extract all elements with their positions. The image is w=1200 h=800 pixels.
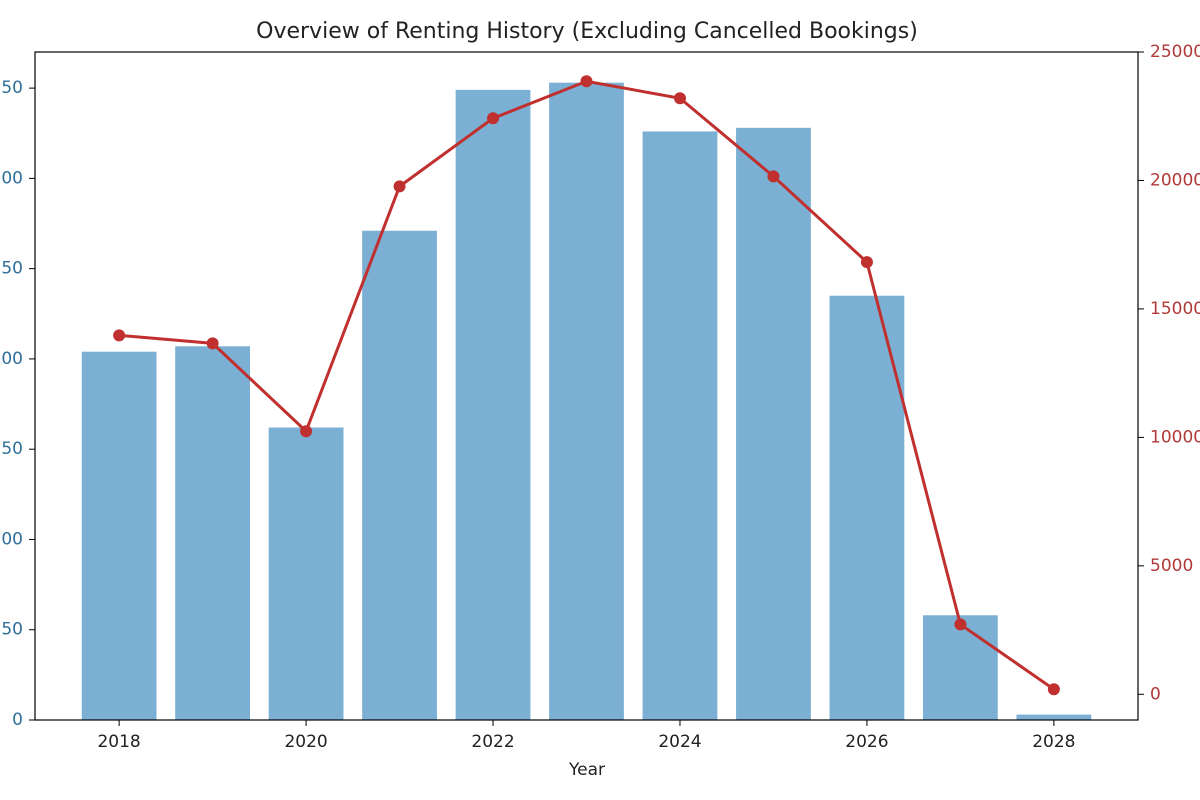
bar	[642, 131, 718, 720]
line-marker	[1047, 683, 1060, 696]
y-tick-label: 50	[1, 620, 23, 640]
x-tick-label: 2024	[658, 732, 701, 752]
line-marker	[113, 329, 126, 342]
y-tick-label: 350	[0, 78, 23, 98]
x-tick-label: 2020	[284, 732, 327, 752]
y-tick-label: 200	[0, 349, 23, 369]
bar	[736, 127, 811, 720]
x-tick-label: 2018	[97, 732, 140, 752]
bar	[455, 89, 531, 720]
x-tick-label: 2022	[471, 732, 514, 752]
y2-tick-label: 10000	[1150, 427, 1200, 447]
chart-title: Overview of Renting History (Excluding C…	[256, 19, 918, 44]
line-marker	[954, 618, 967, 631]
x-tick-label: 2028	[1032, 732, 1075, 752]
x-axis-label: Year	[568, 760, 605, 780]
y-tick-label: 300	[0, 168, 23, 188]
bar	[362, 230, 437, 720]
bar	[175, 346, 250, 720]
bar	[923, 615, 998, 720]
y-tick-label: 100	[0, 529, 23, 549]
plot-frame	[34, 51, 1139, 721]
bar	[549, 82, 624, 720]
y2-tick-label: 15000	[1150, 299, 1200, 319]
y2-tick-label: 20000	[1150, 170, 1200, 190]
bar	[1016, 714, 1092, 720]
bar	[829, 295, 905, 720]
y-tick-label: 0	[12, 710, 23, 730]
y2-tick-label: 5000	[1150, 556, 1193, 576]
line-marker	[393, 180, 406, 193]
y2-tick-label: 0	[1150, 684, 1161, 704]
line-marker	[767, 170, 780, 183]
bar	[268, 427, 344, 720]
x-tick-label: 2026	[845, 732, 888, 752]
line-marker	[487, 112, 500, 125]
line-marker	[673, 92, 686, 105]
line-marker	[580, 75, 593, 88]
y2-tick-label: 25000	[1150, 42, 1200, 62]
line-marker	[300, 425, 313, 438]
bar	[81, 351, 157, 720]
y-tick-label: 250	[0, 259, 23, 279]
y-tick-label: 150	[0, 439, 23, 459]
line-marker	[860, 256, 873, 269]
line-marker	[206, 337, 219, 350]
